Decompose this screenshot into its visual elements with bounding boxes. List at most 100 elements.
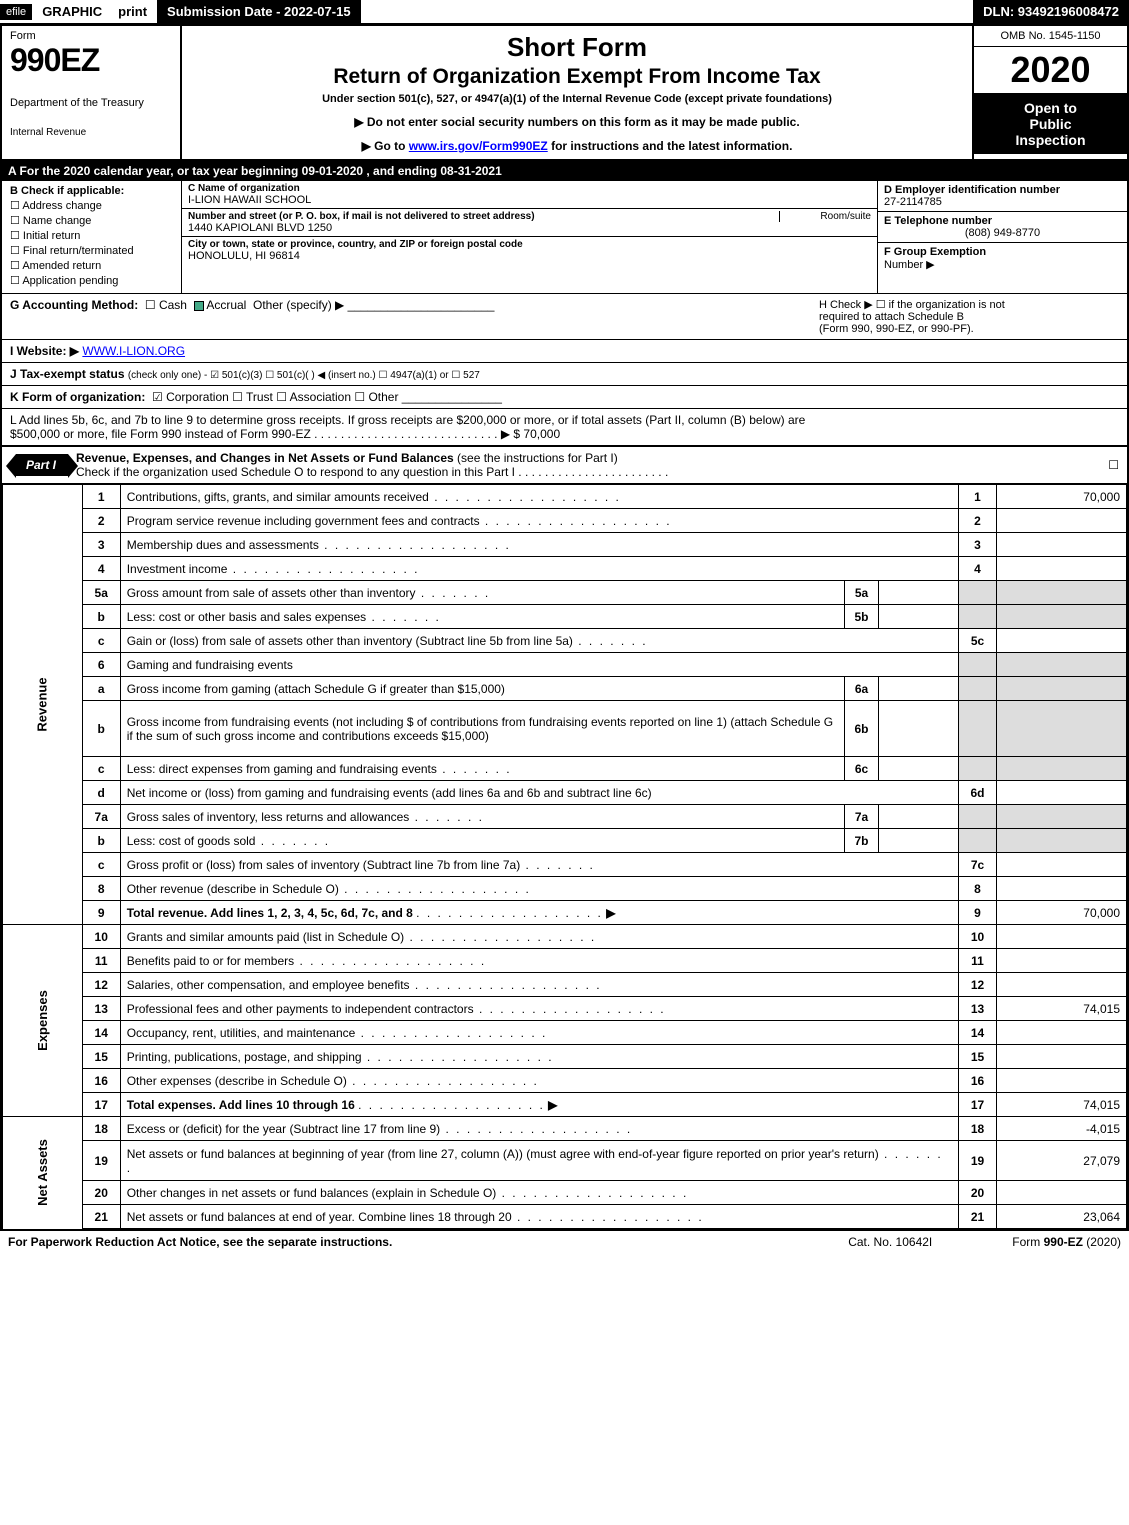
c-5a-shade <box>959 581 997 605</box>
row-3: 3 Membership dues and assessments 3 <box>3 533 1127 557</box>
v-6b-shade <box>997 701 1127 757</box>
b-final-return[interactable]: Final return/terminated <box>10 244 173 257</box>
t-7c: Gross profit or (loss) from sales of inv… <box>120 853 958 877</box>
k-opts: ☑ Corporation ☐ Trust ☐ Association ☐ Ot… <box>152 390 398 404</box>
row-2: 2 Program service revenue including gove… <box>3 509 1127 533</box>
b-application-pending[interactable]: Application pending <box>10 274 173 287</box>
footer: For Paperwork Reduction Act Notice, see … <box>0 1231 1129 1253</box>
t-3: Membership dues and assessments <box>120 533 958 557</box>
c-1: 1 <box>959 485 997 509</box>
f-label: F Group Exemption <box>884 246 986 258</box>
m-5b: 5b <box>845 605 879 629</box>
v-18: -4,015 <box>997 1117 1127 1141</box>
part1-sub: Check if the organization used Schedule … <box>76 465 668 479</box>
ln-2: 2 <box>82 509 120 533</box>
goto-pre: ▶ Go to <box>362 139 409 153</box>
row-5c: c Gain or (loss) from sale of assets oth… <box>3 629 1127 653</box>
row-9: 9 Total revenue. Add lines 1, 2, 3, 4, 5… <box>3 901 1127 925</box>
c-6-shade <box>959 653 997 677</box>
t-4: Investment income <box>120 557 958 581</box>
row-10: Expenses 10 Grants and similar amounts p… <box>3 925 1127 949</box>
form-word: Form <box>10 30 172 42</box>
t-2: Program service revenue including govern… <box>120 509 958 533</box>
b-label: B Check if applicable: <box>10 185 124 197</box>
b-name-change[interactable]: Name change <box>10 214 173 227</box>
ln-5b: b <box>82 605 120 629</box>
v-16 <box>997 1069 1127 1093</box>
subtitle: Under section 501(c), 527, or 4947(a)(1)… <box>192 93 962 105</box>
d-val: 27-2114785 <box>884 196 942 208</box>
l-t2: $500,000 or more, file Form 990 instead … <box>10 427 1119 441</box>
e-val: (808) 949-8770 <box>884 227 1121 239</box>
c-16: 16 <box>959 1069 997 1093</box>
b-amended-return[interactable]: Amended return <box>10 259 173 272</box>
c-addr-val: 1440 KAPIOLANI BLVD 1250 <box>188 222 871 234</box>
iv-5b <box>879 605 959 629</box>
v-8 <box>997 877 1127 901</box>
v-14 <box>997 1021 1127 1045</box>
c-9: 9 <box>959 901 997 925</box>
c-12: 12 <box>959 973 997 997</box>
v-17: 74,015 <box>997 1093 1127 1117</box>
h-box: H Check ▶ ☐ if the organization is not r… <box>819 298 1119 335</box>
m-6b: 6b <box>845 701 879 757</box>
c-11: 11 <box>959 949 997 973</box>
ln-6c: c <box>82 757 120 781</box>
goto-line: ▶ Go to www.irs.gov/Form990EZ for instru… <box>192 139 962 153</box>
ln-18: 18 <box>82 1117 120 1141</box>
c-4: 4 <box>959 557 997 581</box>
c-city-label: City or town, state or province, country… <box>188 239 871 250</box>
ln-4: 4 <box>82 557 120 581</box>
h-t3: (Form 990, 990-EZ, or 990-PF). <box>819 323 1119 335</box>
v-6d <box>997 781 1127 805</box>
c-18: 18 <box>959 1117 997 1141</box>
j-label: J Tax-exempt status <box>10 367 125 381</box>
lines-table: Revenue 1 Contributions, gifts, grants, … <box>2 484 1127 1229</box>
m-6a: 6a <box>845 677 879 701</box>
website-link[interactable]: WWW.I-LION.ORG <box>82 344 185 358</box>
v-2 <box>997 509 1127 533</box>
t-13: Professional fees and other payments to … <box>120 997 958 1021</box>
row-6a: a Gross income from gaming (attach Sched… <box>3 677 1127 701</box>
c-19: 19 <box>959 1141 997 1181</box>
ln-6a: a <box>82 677 120 701</box>
row-7b: b Less: cost of goods sold 7b <box>3 829 1127 853</box>
open1: Open to <box>976 100 1125 116</box>
v-13: 74,015 <box>997 997 1127 1021</box>
room-suite-label: Room/suite <box>779 211 871 222</box>
short-form: Short Form <box>192 32 962 63</box>
t-20: Other changes in net assets or fund bala… <box>120 1181 958 1205</box>
t-5a: Gross amount from sale of assets other t… <box>120 581 844 605</box>
c-21: 21 <box>959 1205 997 1229</box>
t-11: Benefits paid to or for members <box>120 949 958 973</box>
part1-check[interactable]: ☐ <box>1108 458 1127 472</box>
right-col: OMB No. 1545-1150 2020 Open to Public In… <box>972 26 1127 159</box>
v-5b-shade <box>997 605 1127 629</box>
ln-14: 14 <box>82 1021 120 1045</box>
iv-5a <box>879 581 959 605</box>
t-6d: Net income or (loss) from gaming and fun… <box>120 781 958 805</box>
c-15: 15 <box>959 1045 997 1069</box>
g-cash[interactable]: Cash <box>159 298 187 312</box>
row-17: 17 Total expenses. Add lines 10 through … <box>3 1093 1127 1117</box>
c-6c-shade <box>959 757 997 781</box>
tax-year: 2020 <box>974 47 1127 94</box>
g-other[interactable]: Other (specify) ▶ <box>253 298 344 312</box>
g-accrual-check[interactable] <box>194 301 204 311</box>
warn-line: ▶ Do not enter social security numbers o… <box>192 115 962 129</box>
c-14: 14 <box>959 1021 997 1045</box>
t-10: Grants and similar amounts paid (list in… <box>120 925 958 949</box>
v-19: 27,079 <box>997 1141 1127 1181</box>
ln-15: 15 <box>82 1045 120 1069</box>
row-6d: d Net income or (loss) from gaming and f… <box>3 781 1127 805</box>
c-block: C Name of organization I-LION HAWAII SCH… <box>182 181 877 293</box>
print-button[interactable]: print <box>112 2 153 21</box>
irs-link[interactable]: www.irs.gov/Form990EZ <box>409 139 548 153</box>
b-initial-return[interactable]: Initial return <box>10 229 173 242</box>
t-19: Net assets or fund balances at beginning… <box>120 1141 958 1181</box>
ln-19: 19 <box>82 1141 120 1181</box>
b-address-change[interactable]: Address change <box>10 199 173 212</box>
c-13: 13 <box>959 997 997 1021</box>
c-7a-shade <box>959 805 997 829</box>
g-h-row: G Accounting Method: ☐ Cash Accrual Othe… <box>2 294 1127 340</box>
